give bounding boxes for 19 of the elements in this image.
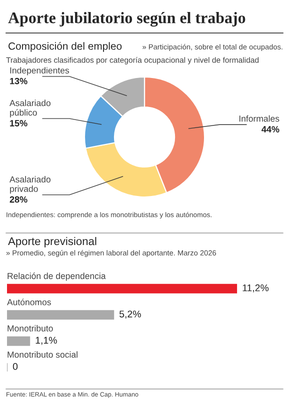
chart-title: Aporte previsional (8, 237, 96, 248)
y-tick-label: Monotributo (8, 325, 53, 332)
data-label: 28% (10, 196, 28, 203)
data-label: 13% (10, 78, 28, 84)
chart-subtitle: Composición del empleo (8, 42, 122, 52)
chart-title: Aporte jubilatorio según el trabajo (8, 12, 246, 27)
data-label: 15% (10, 120, 28, 126)
y-tick-label: Monotributo social (8, 351, 78, 358)
data-label: 0 (12, 363, 18, 370)
slice-label: Asalariado privado (10, 176, 50, 194)
slice-label: Independientes (10, 67, 70, 76)
data-label: 5,2% (120, 310, 141, 319)
slice-label: Informales (239, 115, 280, 122)
y-tick-label: Autónomos (7, 298, 51, 306)
data-label: 11,2% (242, 284, 269, 292)
slice-label: Asalariado público (10, 100, 50, 118)
data-label: 1,1% (36, 336, 57, 345)
data-label: 44% (262, 126, 280, 132)
y-tick-label: Relación de dependencia (8, 272, 106, 281)
